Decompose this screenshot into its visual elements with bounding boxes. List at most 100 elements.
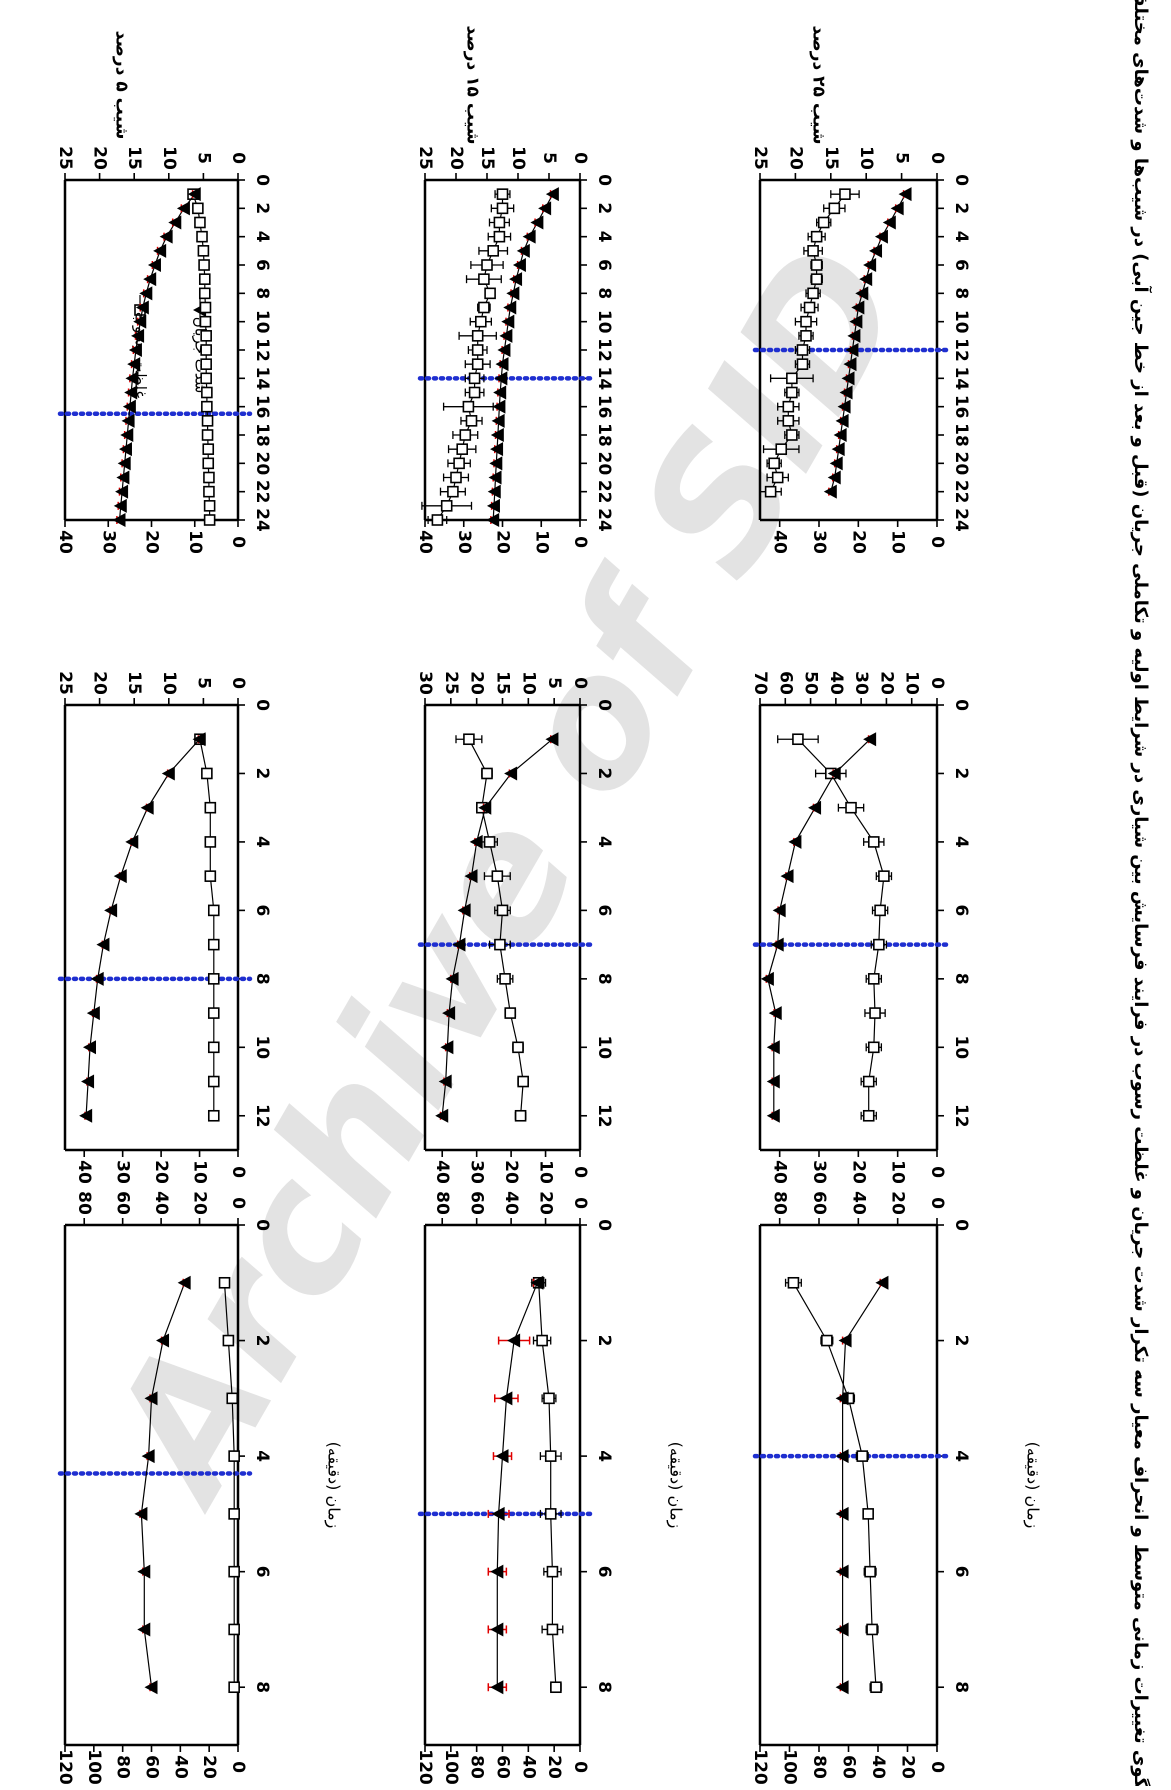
- sediment-tick-label: 60: [809, 1191, 829, 1215]
- time-tick-label: 12: [951, 1104, 971, 1128]
- flow-point: [890, 201, 904, 216]
- sediment-point: [197, 245, 210, 257]
- time-tick-label: 4: [594, 1450, 614, 1462]
- sediment-point: [222, 1334, 235, 1347]
- flow-point: [490, 428, 504, 442]
- time-tick-label: 4: [951, 1450, 971, 1462]
- flow-tick-label: 40: [868, 1755, 888, 1779]
- time-tick-label: 4: [252, 836, 272, 848]
- sediment-tick-label: 20: [876, 671, 896, 695]
- sediment-tick-label: 0: [228, 677, 248, 689]
- flow-tick-label: 0: [927, 1166, 947, 1178]
- flow-point: [143, 272, 157, 287]
- flow-point: [831, 442, 845, 457]
- sediment-point: [873, 938, 885, 951]
- time-tick-label: 0: [252, 1219, 272, 1231]
- sediment-point: [775, 443, 788, 455]
- sediment-point: [453, 457, 465, 470]
- sediment-tick-label: 20: [785, 146, 805, 170]
- flow-tick-label: 0: [570, 536, 590, 548]
- time-tick-label: 14: [594, 366, 614, 390]
- flow-point: [875, 1275, 889, 1290]
- chart-panel-p01: 0246810121416182022240102030400510152025…: [415, 25, 614, 554]
- flow-series-line: [140, 1282, 186, 1688]
- flow-point: [490, 442, 504, 457]
- flow-point: [124, 385, 138, 400]
- sediment-point: [463, 733, 475, 746]
- flow-series-line: [492, 193, 554, 521]
- flow-point: [187, 187, 201, 202]
- flow-point: [118, 442, 132, 457]
- flow-point: [192, 732, 206, 747]
- time-tick-label: 10: [951, 1035, 971, 1059]
- sediment-point: [204, 836, 217, 848]
- flow-point: [493, 385, 507, 400]
- sediment-point: [496, 904, 509, 917]
- time-tick-label: 4: [594, 231, 614, 243]
- sediment-tick-label: 15: [124, 671, 144, 695]
- chart-panel-p02: 0246810121416182022240102030400510152025…: [750, 25, 971, 554]
- sediment-point: [487, 245, 500, 257]
- flow-point: [116, 470, 130, 485]
- flow-point: [512, 258, 526, 272]
- time-tick-label: 0: [252, 174, 272, 186]
- time-tick-label: 8: [252, 1681, 272, 1693]
- time-tick-label: 8: [951, 287, 971, 299]
- flow-point: [457, 903, 471, 918]
- flow-tick-label: 0: [570, 1166, 590, 1178]
- sediment-point: [800, 315, 812, 328]
- sediment-point: [512, 1041, 524, 1054]
- sediment-point: [550, 1681, 562, 1694]
- chart-panel-p00: 0246810121416182022240102030400510152025…: [55, 31, 272, 554]
- flow-tick-label: 10: [531, 530, 551, 554]
- time-tick-label: 4: [252, 231, 272, 243]
- flow-tick-label: 30: [809, 530, 829, 554]
- flow-series-line: [496, 1282, 538, 1688]
- flow-point: [117, 456, 131, 471]
- flow-point: [504, 766, 518, 781]
- sediment-tick-label: 15: [124, 146, 144, 170]
- flow-point: [874, 229, 888, 244]
- flow-tick-label: 40: [55, 530, 75, 554]
- sediment-tick-label: 20: [446, 146, 466, 170]
- sediment-point: [459, 429, 472, 441]
- sediment-point: [201, 400, 213, 413]
- flow-tick-label: 100: [780, 1749, 800, 1785]
- time-tick-label: 22: [951, 480, 971, 504]
- flow-point: [855, 286, 869, 301]
- flow-point: [545, 187, 559, 202]
- time-tick-label: 18: [951, 423, 971, 447]
- sediment-tick-label: 15: [493, 671, 513, 695]
- flow-point: [445, 971, 459, 986]
- flow-point: [440, 1040, 454, 1055]
- flow-tick-label: 10: [185, 530, 205, 554]
- flow-tick-label: 20: [142, 530, 162, 554]
- flow-point: [478, 800, 492, 815]
- sediment-point: [228, 1450, 240, 1462]
- flow-point: [530, 1275, 544, 1290]
- sediment-point: [207, 904, 220, 917]
- flow-tick-label: 120: [415, 1749, 435, 1785]
- time-tick-label: 2: [951, 1335, 971, 1347]
- flow-tick-label: 30: [113, 1160, 133, 1184]
- time-tick-label: 2: [252, 768, 272, 780]
- sediment-tick-label: 30: [415, 671, 435, 695]
- flow-tick-label: 10: [888, 1160, 908, 1184]
- flow-tick-label: 40: [432, 1160, 452, 1184]
- flow-point: [490, 1622, 504, 1637]
- flow-tick-label: 40: [415, 530, 435, 554]
- flow-tick-label: 0: [228, 1166, 248, 1178]
- time-tick-label: 2: [594, 1335, 614, 1347]
- sediment-point: [867, 973, 880, 985]
- sediment-series-line: [792, 1282, 877, 1688]
- time-tick-label: 8: [951, 1681, 971, 1693]
- flow-point: [137, 1564, 151, 1579]
- sediment-point: [202, 457, 215, 470]
- time-tick-label: 8: [252, 973, 272, 985]
- sediment-tick-label: 20: [90, 146, 110, 170]
- sediment-point: [203, 471, 215, 484]
- flow-point: [859, 272, 873, 287]
